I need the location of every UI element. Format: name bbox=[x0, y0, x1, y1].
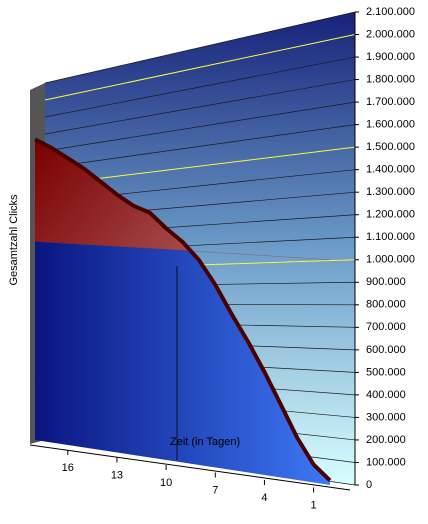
y-tick-label: 100.000 bbox=[366, 456, 406, 468]
y-tick-label: 700.000 bbox=[366, 321, 406, 333]
area-lower bbox=[35, 240, 330, 485]
y-tick-label: 1.200.000 bbox=[366, 209, 415, 221]
grid-line bbox=[44, 124, 356, 169]
grid-line bbox=[44, 56, 356, 118]
y-tick-label: 1.000.000 bbox=[366, 254, 415, 266]
y-tick-label: 300.000 bbox=[366, 411, 406, 423]
y-tick-label: 500.000 bbox=[366, 366, 406, 378]
y-tick-label: 600.000 bbox=[366, 344, 406, 356]
y-tick-label: 1.400.000 bbox=[366, 164, 415, 176]
x-tick-label: 13 bbox=[111, 469, 123, 481]
y-tick-label: 1.300.000 bbox=[366, 186, 415, 198]
y-axis-title: Gesamtzahl Clicks bbox=[8, 194, 20, 286]
grid-line bbox=[44, 11, 356, 84]
x-tick-label: 10 bbox=[160, 477, 172, 489]
x-tick-label: 4 bbox=[261, 492, 267, 504]
y-tick-label: 1.700.000 bbox=[366, 96, 415, 108]
y-tick-label: 200.000 bbox=[366, 434, 406, 446]
y-tick-label: 1.100.000 bbox=[366, 231, 415, 243]
x-tick-label: 7 bbox=[212, 484, 218, 496]
y-tick-label: 0 bbox=[366, 479, 372, 491]
y-tick-label: 1.600.000 bbox=[366, 119, 415, 131]
y-tick-label: 2.100.000 bbox=[366, 6, 415, 18]
x-tick-label: 1 bbox=[311, 499, 317, 511]
x-tick-label: 16 bbox=[62, 462, 74, 474]
y-tick-label: 1.800.000 bbox=[366, 73, 415, 85]
y-tick-label: 800.000 bbox=[366, 299, 406, 311]
highlight-line bbox=[44, 34, 356, 101]
y-tick-label: 1.900.000 bbox=[366, 51, 415, 63]
x-axis bbox=[29, 444, 351, 491]
y-tick-label: 900.000 bbox=[366, 276, 406, 288]
area-line bbox=[34, 137, 332, 482]
grid-line bbox=[44, 101, 356, 152]
grid-line bbox=[44, 79, 356, 135]
x-axis-title: Zeit (in Tagen) bbox=[170, 436, 240, 448]
divider bbox=[34, 240, 331, 261]
y-tick-label: 1.500.000 bbox=[366, 141, 415, 153]
y-tick-label: 400.000 bbox=[366, 389, 406, 401]
y-tick-label: 2.000.000 bbox=[366, 28, 415, 40]
area-upper bbox=[35, 139, 330, 260]
